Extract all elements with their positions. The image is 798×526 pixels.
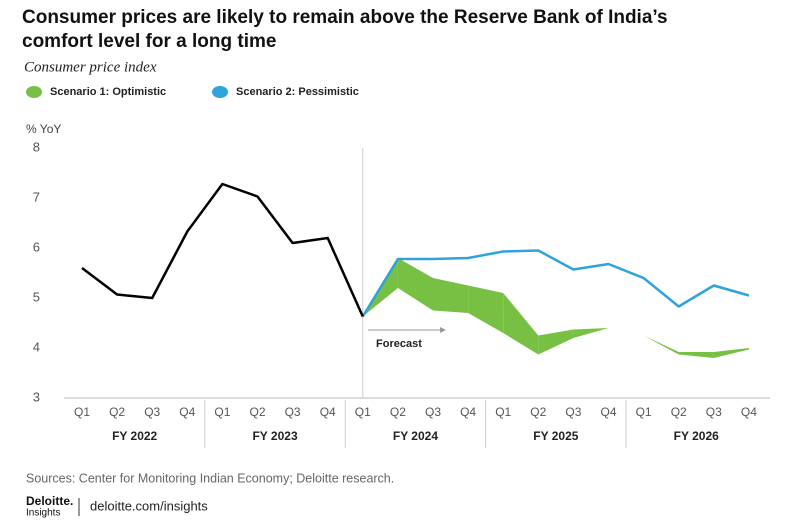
annotation: Forecast [376,338,422,350]
x-tick-label: Q3 [565,405,581,419]
y-axis-label: % YoY [26,122,61,136]
x-tick-label: Q4 [600,405,616,419]
x-tick-label: Q4 [460,405,476,419]
x-tick-label: Q2 [390,405,406,419]
group-label: FY 2023 [252,429,297,443]
x-tick-label: Q2 [109,405,125,419]
range-area [608,328,644,336]
x-tick-label: Q1 [636,405,652,419]
y-tick-label: 4 [33,339,40,354]
x-tick-label: Q2 [249,405,265,419]
x-tick-label: Q4 [179,405,195,419]
y-tick-label: 8 [33,139,40,154]
pessimistic-line [361,249,750,318]
x-tick-label: Q2 [671,405,687,419]
x-tick-label: Q3 [144,405,160,419]
x-tick-label: Q3 [285,405,301,419]
x-tick-label: Q4 [741,405,757,419]
subtitle: Consumer price index [24,59,157,75]
x-tick-label: Q1 [355,405,371,419]
group-label: FY 2025 [533,429,578,443]
chart-title: Consumer prices are likely to remain abo… [22,7,668,28]
legend-label: Scenario 1: Optimistic [50,86,166,98]
range-area [573,328,609,338]
y-tick-label: 3 [33,389,40,404]
group-label: FY 2022 [112,429,157,443]
y-tick-label: 5 [33,289,40,304]
annotation-arrow [440,327,446,333]
legend-label: Scenario 2: Pessimistic [236,86,359,98]
x-tick-label: Q1 [495,405,511,419]
x-tick-label: Q3 [706,405,722,419]
x-tick-label: Q2 [530,405,546,419]
range-area [433,278,469,313]
range-area [713,348,749,358]
group-label: FY 2024 [393,429,438,443]
url: deloitte.com/insights [90,498,208,513]
range-area [678,352,714,358]
range-area [468,285,504,333]
range-area [503,293,539,355]
y-tick-label: 7 [33,189,40,204]
legend-swatch [212,86,228,98]
brand: Insights [26,508,60,519]
x-tick-label: Q3 [425,405,441,419]
range-area [538,329,574,355]
source: Sources: Center for Monitoring Indian Ec… [26,471,394,485]
legend-swatch [26,86,42,98]
x-tick-label: Q4 [320,405,336,419]
group-label: FY 2026 [674,429,719,443]
range-area [397,258,433,311]
x-tick-label: Q1 [214,405,230,419]
brand: Deloitte. [26,494,73,508]
actual-line [81,182,364,318]
x-tick-label: Q1 [74,405,90,419]
chart-title: comfort level for a long time [22,31,276,52]
range-area [643,335,679,355]
y-tick-label: 6 [33,239,40,254]
